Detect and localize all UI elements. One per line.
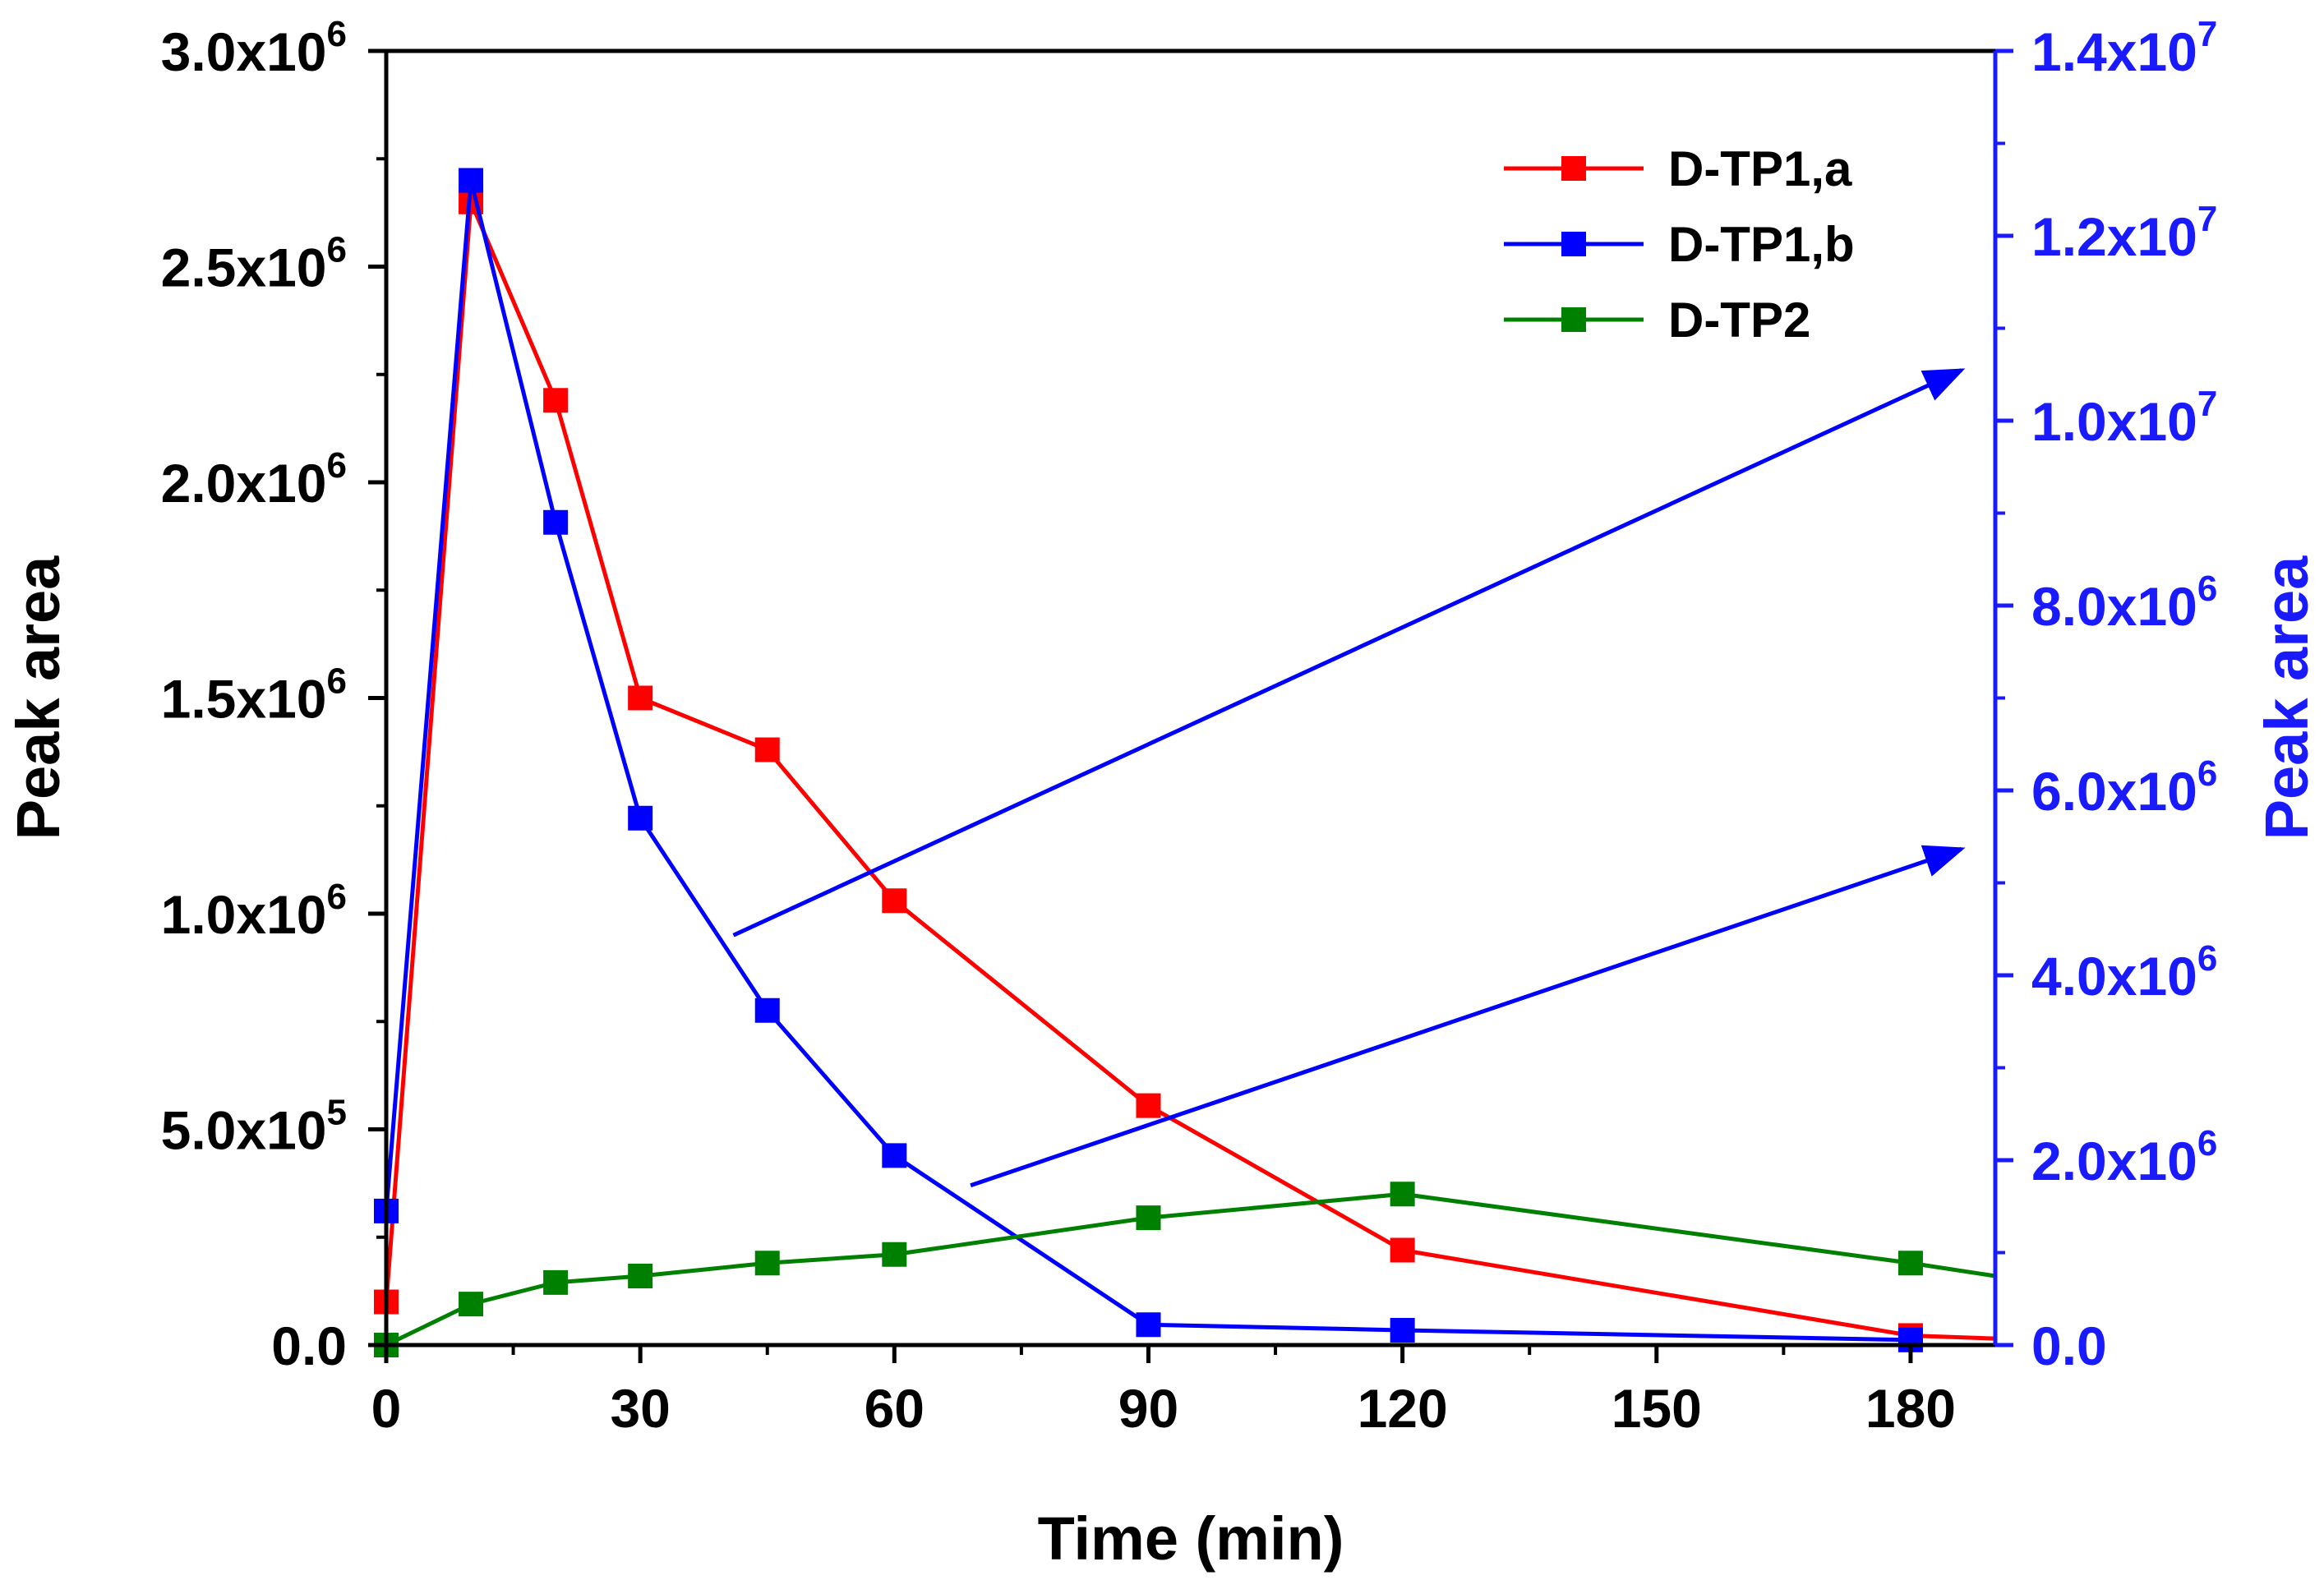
y-right-tick-label: 1.0x107 — [2031, 384, 2217, 452]
data-point-2 — [1897, 1251, 1923, 1276]
annotation-arrow-0 — [732, 368, 1966, 938]
legend: D-TP1,a D-TP1,b D-TP2 — [1504, 141, 1855, 348]
data-point-1 — [628, 805, 653, 831]
y-right-tick-label: 2.0x106 — [2031, 1123, 2217, 1191]
series-line-2 — [385, 1191, 1996, 1348]
x-tick-label: 0 — [371, 1378, 402, 1439]
y-left-tick-label: 1.0x106 — [161, 877, 347, 945]
x-tick-label: 180 — [1865, 1378, 1956, 1439]
y-left-tick-label: 3.0x106 — [161, 14, 347, 82]
data-point-0 — [543, 388, 569, 413]
data-point-2 — [754, 1251, 780, 1276]
y-left-tick-label: 1.5x106 — [161, 661, 347, 730]
data-point-2 — [882, 1242, 907, 1267]
x-axis-title: Time (min) — [1038, 1504, 1344, 1573]
data-point-1 — [882, 1143, 907, 1168]
y-right-tick-label: 8.0x106 — [2031, 569, 2217, 637]
legend-label-1: D-TP1,b — [1668, 217, 1855, 272]
y-right-tick-label: 1.4x107 — [2031, 14, 2217, 82]
series-line-1 — [384, 178, 1911, 1343]
ticks: 0 30 60 90 120 150 180 0.0 5.0x105 1.0x106 1.5x106… — [161, 14, 2218, 1439]
data-point-2 — [1390, 1182, 1415, 1207]
x-tick-label: 150 — [1612, 1378, 1702, 1439]
y-left-tick-label: 5.0x105 — [161, 1093, 347, 1161]
x-tick-label: 60 — [865, 1378, 925, 1439]
data-point-2 — [628, 1264, 653, 1288]
x-tick-label: 120 — [1358, 1378, 1448, 1439]
annotation-arrow-1 — [970, 845, 1966, 1188]
y-axis-title-left: Peak area — [4, 555, 72, 840]
y-axis-title-right: Peak area — [2253, 555, 2321, 840]
x-tick-label: 90 — [1118, 1378, 1178, 1439]
series-layer — [374, 168, 1996, 1357]
data-point-1 — [543, 509, 569, 535]
legend-marker-2 — [1561, 307, 1586, 332]
y-left-tick-label: 2.5x106 — [161, 230, 347, 298]
data-point-2 — [1136, 1205, 1161, 1231]
y-right-tick-label: 1.2x107 — [2031, 199, 2217, 267]
data-point-0 — [1390, 1237, 1415, 1263]
data-point-1 — [754, 997, 780, 1023]
y-left-tick-label: 2.0x106 — [161, 445, 347, 514]
y-right-tick-label: 6.0x106 — [2031, 753, 2217, 822]
data-point-2 — [543, 1269, 569, 1295]
y-left-tick-label: 0.0 — [271, 1315, 347, 1376]
x-tick-label: 30 — [610, 1378, 670, 1439]
y-right-tick-label: 0.0 — [2031, 1315, 2107, 1376]
data-point-2 — [459, 1292, 484, 1317]
annotation-layer — [732, 368, 1966, 1188]
legend-marker-1 — [1561, 232, 1586, 256]
series-line-0 — [384, 200, 1996, 1341]
legend-label-0: D-TP1,a — [1668, 141, 1852, 196]
data-point-1 — [1390, 1318, 1415, 1343]
data-point-0 — [882, 888, 907, 914]
data-point-1 — [1136, 1312, 1161, 1338]
data-point-0 — [628, 685, 653, 711]
legend-label-2: D-TP2 — [1668, 293, 1810, 348]
data-point-0 — [754, 737, 780, 762]
y-right-tick-label: 4.0x106 — [2031, 938, 2217, 1007]
legend-marker-0 — [1561, 156, 1586, 181]
data-point-1 — [459, 168, 484, 193]
data-point-0 — [1136, 1093, 1161, 1118]
